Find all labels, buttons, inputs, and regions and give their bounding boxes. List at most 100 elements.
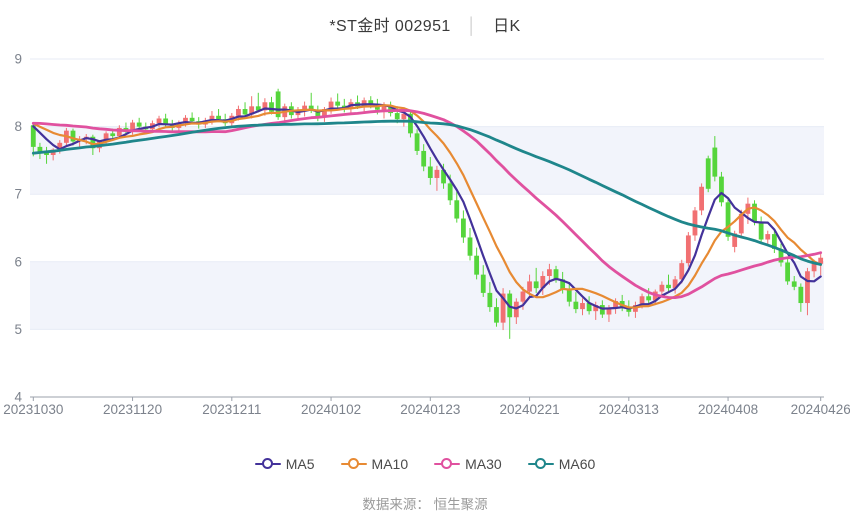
candle-up [156, 118, 162, 124]
legend-line-circle-icon [254, 457, 281, 471]
x-tick-label: 20240102 [301, 402, 361, 417]
candle-down [110, 133, 116, 137]
candle-up [328, 101, 334, 110]
legend-item-ma30[interactable]: MA30 [434, 456, 502, 472]
legend-label: MA60 [558, 456, 596, 472]
candle-down [454, 200, 460, 219]
y-tick-label: 6 [14, 254, 22, 269]
legend-marker-circle [347, 458, 359, 469]
candle-up [547, 269, 552, 276]
y-tick-label: 9 [14, 52, 22, 67]
x-tick-label: 20240221 [500, 402, 560, 417]
candle-down [778, 248, 784, 263]
candle-up [209, 115, 215, 121]
x-tick-label: 20240313 [599, 402, 659, 417]
candle-down [408, 113, 413, 134]
candle-up [302, 105, 307, 111]
candle-up [361, 100, 367, 107]
y-tick-label: 4 [14, 390, 22, 405]
legend-item-ma10[interactable]: MA10 [340, 456, 408, 472]
candle-down [341, 105, 347, 108]
legend-item-ma5[interactable]: MA5 [254, 456, 315, 472]
candle-up [580, 303, 585, 310]
candle-down [666, 284, 671, 289]
x-tick-label: 20231030 [3, 402, 63, 417]
y-tick-label: 5 [14, 322, 22, 337]
x-axis: 20231030 20231120 20231211 20240102 20240123… [3, 396, 850, 417]
legend-label: MA30 [465, 456, 502, 472]
candle-down [798, 286, 804, 304]
legend-line-circle-icon [340, 457, 367, 471]
candle-up [57, 142, 63, 150]
candle-down [315, 110, 321, 117]
legend-marker-circle [441, 458, 453, 469]
candle-up [103, 133, 109, 142]
candle-down [560, 279, 566, 290]
candle-down [487, 292, 493, 308]
candle-up [639, 296, 645, 306]
candle-up [593, 305, 599, 312]
candle-down [90, 136, 96, 149]
candle-up [540, 275, 546, 289]
candle-down [646, 296, 652, 301]
x-tick-label: 20240408 [698, 402, 758, 417]
title-separator: │ [466, 18, 478, 35]
legend-line-circle-icon [434, 457, 461, 471]
candle-up [434, 169, 440, 178]
candle-up [527, 281, 532, 292]
candle-down [441, 169, 446, 184]
candle-down [725, 202, 731, 237]
candle-down [480, 274, 486, 293]
candle-down [752, 203, 757, 222]
candle-down [566, 289, 572, 302]
candle-down [414, 133, 420, 151]
ma30-line [31, 108, 823, 299]
candle-down [216, 115, 221, 120]
candle-down [785, 262, 791, 282]
candle-down [533, 281, 539, 289]
candle-down [255, 106, 261, 111]
chart-title-symbol: *ST金时 002951 [329, 18, 451, 35]
candle-down [136, 122, 142, 127]
candle-up [322, 109, 327, 117]
y-tick-label: 8 [14, 119, 22, 134]
candle-up [520, 291, 526, 302]
candle-up [805, 271, 810, 304]
legend-item-ma60[interactable]: MA60 [527, 456, 596, 472]
candle-up [685, 235, 691, 264]
candle-up [659, 284, 665, 292]
candle-up [811, 263, 817, 272]
candle-down [553, 269, 559, 280]
candle-down [189, 117, 195, 122]
candle-down [427, 166, 433, 178]
candle-down [70, 130, 76, 142]
candle-up [679, 263, 685, 280]
candle-up [236, 109, 241, 116]
legend-line-circle-icon [527, 457, 554, 471]
legend-marker-circle [261, 458, 273, 469]
ma10-line [32, 104, 822, 309]
candle-down [758, 221, 764, 240]
candle-down [447, 183, 453, 201]
candle-up [130, 122, 135, 133]
x-tick-label: 20231211 [202, 402, 261, 417]
candle-up [183, 117, 188, 123]
candle-down [163, 118, 169, 124]
candle-up [116, 127, 122, 137]
candle-up [500, 293, 506, 323]
ma5-line [32, 103, 822, 310]
chart-title-period: 日K [493, 18, 521, 35]
candle-down [37, 146, 43, 153]
legend-marker-circle [534, 458, 546, 469]
candle-down [368, 100, 374, 105]
candle-up [613, 301, 618, 309]
band-row [30, 126, 824, 195]
chart-title: *ST金时 002951 │ 日K [0, 12, 850, 36]
candle-down [460, 218, 466, 238]
candle-up [381, 105, 387, 110]
y-tick-label: 7 [14, 187, 22, 202]
candle-down [242, 109, 248, 115]
candle-up [818, 257, 824, 264]
candle-down [474, 255, 480, 275]
kline-chart: 20231030 20231120 20231211 20240102 20240123… [3, 52, 850, 418]
